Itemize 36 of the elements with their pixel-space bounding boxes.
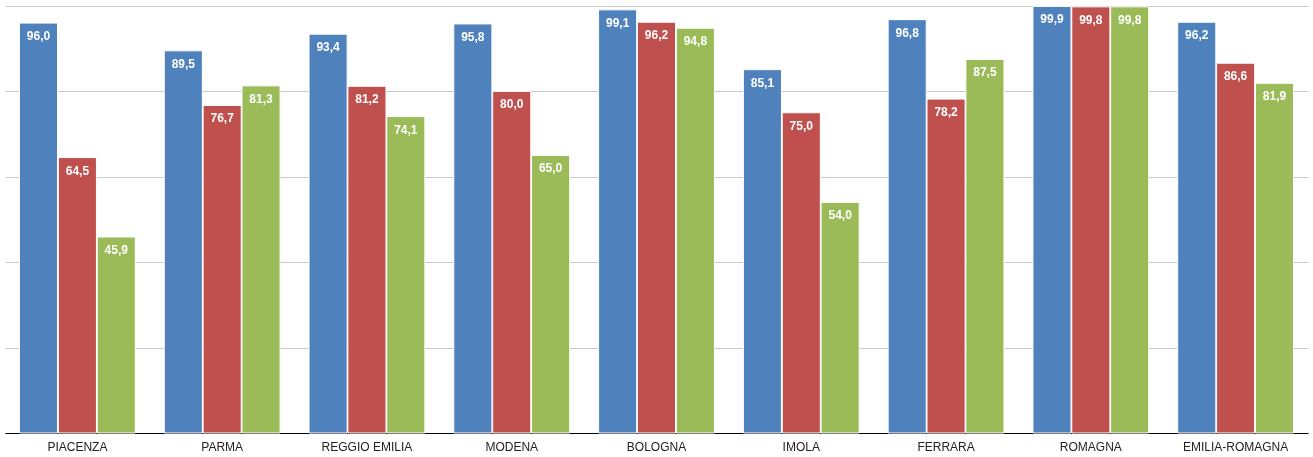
x-tick-label: MODENA xyxy=(485,439,539,454)
data-label: 87,5 xyxy=(973,65,997,80)
data-label: 75,0 xyxy=(789,118,814,133)
x-tick-label: EMILIA-ROMAGNA xyxy=(1182,439,1289,454)
x-tick-label: BOLOGNA xyxy=(626,439,687,454)
data-label: 81,3 xyxy=(249,91,274,106)
data-label: 93,4 xyxy=(316,40,341,55)
data-label: 99,8 xyxy=(1118,12,1142,27)
data-label: 81,9 xyxy=(1262,89,1287,104)
data-label: 89,5 xyxy=(171,56,196,71)
data-label: 65,0 xyxy=(538,161,563,176)
data-label: 85,1 xyxy=(750,75,775,90)
data-label: 54,0 xyxy=(828,208,853,223)
x-tick-label: REGGIO EMILIA xyxy=(321,439,413,454)
x-tick-label: ROMAGNA xyxy=(1059,439,1122,454)
data-label: 96,0 xyxy=(26,29,51,44)
data-label: 99,9 xyxy=(1040,12,1064,27)
data-label: 78,2 xyxy=(934,105,959,120)
data-label: 80,0 xyxy=(500,97,524,112)
data-label: 96,8 xyxy=(895,25,920,40)
data-label: 64,5 xyxy=(65,163,90,178)
x-tick-label: PARMA xyxy=(201,439,244,454)
data-label: 99,8 xyxy=(1079,12,1103,27)
x-tick-label: PIACENZA xyxy=(47,439,108,454)
data-label: 74,1 xyxy=(394,122,418,137)
data-label: 96,2 xyxy=(1185,28,1209,43)
data-label: 81,2 xyxy=(355,92,379,107)
data-label: 86,6 xyxy=(1223,69,1248,84)
x-tick-label: IMOLA xyxy=(782,439,820,454)
data-label: 94,8 xyxy=(683,34,708,49)
data-label: 99,1 xyxy=(605,15,630,30)
data-label: 96,2 xyxy=(644,28,669,43)
data-label: 76,7 xyxy=(210,111,235,126)
x-tick-label: FERRARA xyxy=(917,439,975,454)
data-label: 45,9 xyxy=(104,243,129,258)
data-label: 95,8 xyxy=(461,29,485,44)
